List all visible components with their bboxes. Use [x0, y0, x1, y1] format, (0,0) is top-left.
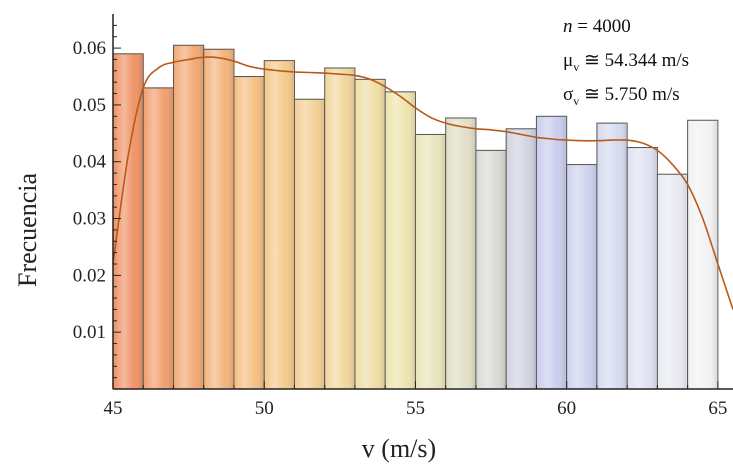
y-tick-label: 0.01	[73, 322, 106, 343]
y-tick-label: 0.04	[73, 152, 107, 173]
histogram-bar-shading	[265, 61, 294, 388]
y-ticks: 0.01 0.02 0.03 0.04 0.05 0.06	[73, 24, 121, 379]
y-tick-label: 0.06	[73, 38, 106, 59]
histogram-bar-shading	[234, 77, 264, 388]
stats-annotation: n = 4000 μv ≅ 54.344 m/s σv ≅ 5.750 m/s	[563, 16, 689, 108]
histogram-bar-shading	[416, 135, 445, 388]
histogram-bar-shading	[295, 100, 324, 389]
x-axis-title: v (m/s)	[362, 434, 436, 463]
histogram-bar-shading	[507, 129, 536, 389]
histogram-bars	[112, 44, 719, 390]
x-tick-label: 55	[406, 398, 425, 419]
histogram-bar-shading	[386, 92, 415, 388]
y-tick-label: 0.03	[73, 209, 106, 230]
histogram-bar-shading	[658, 175, 687, 388]
std-dev-label: σv ≅ 5.750 m/s	[563, 84, 680, 108]
histogram-bar-shading	[567, 165, 596, 388]
y-tick-label: 0.02	[73, 265, 106, 286]
density-curve	[112, 56, 733, 310]
x-tick-label: 45	[104, 398, 123, 419]
histogram-bar-shading	[628, 148, 657, 388]
histogram-bar-shading	[325, 68, 354, 389]
histogram-bar-shading	[204, 50, 233, 389]
y-tick-label: 0.05	[73, 95, 106, 116]
histogram-bar-shading	[355, 80, 385, 388]
sample-size-label: n = 4000	[563, 16, 631, 37]
mean-label: μv ≅ 54.344 m/s	[563, 50, 689, 74]
y-axis-title: Frecuencia	[13, 173, 42, 288]
histogram-bar-shading	[537, 117, 566, 388]
histogram-bar-shading	[174, 46, 203, 388]
x-tick-label: 65	[708, 398, 727, 419]
x-tick-label: 60	[557, 398, 576, 419]
histogram-bar-shading	[597, 124, 627, 388]
histogram-bar-shading	[144, 88, 173, 388]
histogram-bar-shading	[446, 118, 475, 389]
histogram-bar-shading	[688, 121, 717, 388]
histogram-bar-shading	[476, 151, 506, 388]
x-tick-label: 50	[255, 398, 274, 419]
x-ticks: 45 50 55 60 65	[104, 381, 727, 419]
